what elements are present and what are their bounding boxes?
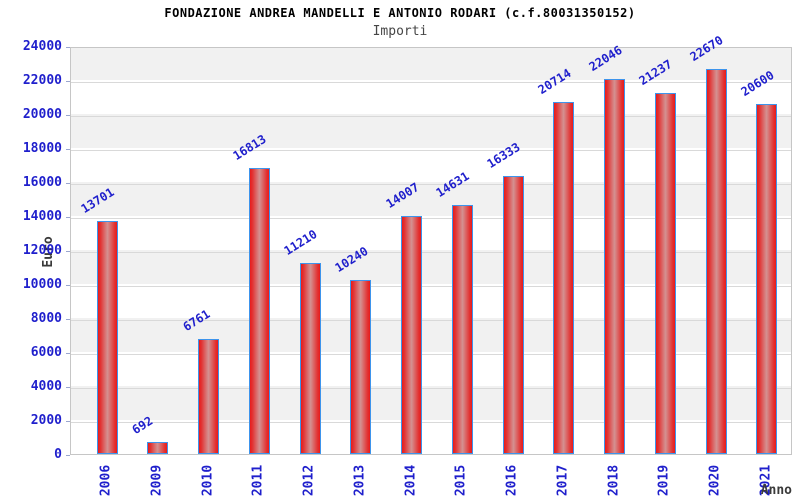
y-tick-label: 16000	[22, 175, 62, 190]
y-tick-mark	[66, 455, 70, 456]
chart-subtitle: Importi	[372, 24, 428, 39]
gridline	[71, 422, 791, 423]
x-tick-label: 2019	[656, 464, 672, 497]
x-tick-label: 2018	[606, 464, 621, 497]
bar-2013	[350, 280, 372, 454]
gridline	[71, 218, 791, 219]
bar-value-label: 11210	[281, 226, 320, 258]
x-tick-label: 2011	[250, 464, 266, 497]
y-tick-label: 24000	[22, 39, 62, 54]
x-tick-label: 2009	[149, 464, 165, 497]
chart-title: FONDAZIONE ANDREA MANDELLI E ANTONIO ROD…	[164, 6, 636, 20]
y-tick-mark	[66, 149, 70, 150]
x-tick-label: 2016	[504, 464, 520, 497]
bar-2006	[96, 221, 118, 454]
bar-2016	[502, 176, 524, 454]
y-tick-label: 2000	[30, 413, 62, 428]
bar-2009	[147, 442, 169, 454]
bar-value-label: 16813	[230, 131, 269, 163]
bar-value-label: 692	[129, 413, 156, 437]
bar-value-label: 16333	[484, 139, 523, 171]
gridline	[71, 116, 791, 117]
y-tick-mark	[66, 319, 70, 320]
y-tick-label: 18000	[22, 141, 62, 156]
gridline	[71, 388, 791, 389]
y-tick-label: 14000	[22, 209, 62, 224]
bar-value-label: 22046	[586, 42, 625, 74]
gridline	[71, 150, 791, 151]
x-tick-label: 2020	[707, 464, 723, 497]
x-tick-label: 2017	[555, 464, 571, 497]
y-tick-label: 0	[54, 447, 62, 462]
y-tick-mark	[66, 353, 70, 354]
x-tick-label: 2015	[453, 464, 469, 497]
y-tick-mark	[66, 421, 70, 422]
bar-2020	[705, 69, 727, 454]
y-tick-label: 22000	[22, 73, 62, 88]
y-tick-label: 12000	[22, 243, 62, 258]
bar-2011	[248, 168, 270, 454]
y-tick-mark	[66, 285, 70, 286]
y-tick-label: 20000	[22, 107, 62, 122]
y-tick-label: 10000	[22, 277, 62, 292]
y-tick-mark	[66, 183, 70, 184]
bar-value-label: 10240	[332, 243, 371, 275]
y-tick-mark	[66, 217, 70, 218]
bar-2014	[401, 216, 422, 454]
x-tick-label: 2012	[301, 464, 317, 497]
gridline	[71, 354, 791, 355]
gridline	[71, 184, 791, 185]
bar-2018	[604, 79, 625, 454]
x-tick-label: 2013	[352, 464, 368, 497]
y-tick-label: 4000	[30, 379, 62, 394]
bar-value-label: 20714	[535, 65, 574, 97]
gridline	[71, 320, 791, 321]
bar-value-label: 21237	[636, 56, 675, 88]
y-tick-mark	[66, 387, 70, 388]
bar-value-label: 6761	[180, 306, 213, 334]
y-tick-mark	[66, 81, 70, 82]
gridline	[71, 286, 791, 287]
bar-value-label: 20600	[738, 67, 777, 99]
gridline	[71, 252, 791, 253]
bar-2017	[553, 102, 575, 454]
bar-2021	[756, 104, 778, 454]
bar-2019	[654, 93, 676, 454]
y-tick-label: 6000	[30, 345, 62, 360]
bar-2015	[451, 205, 473, 454]
x-axis-title: Anno	[760, 483, 792, 498]
bar-value-label: 13701	[78, 184, 117, 216]
bar-2010	[198, 339, 219, 454]
x-tick-label: 2010	[200, 464, 215, 497]
x-tick-label: 2006	[98, 464, 114, 497]
gridline	[71, 82, 791, 83]
plot-area: 13701 692 6761 16813 11210 10240 14007 14631 163…	[70, 33, 792, 455]
y-tick-mark	[66, 251, 70, 252]
y-tick-mark	[66, 47, 70, 48]
y-tick-label: 8000	[30, 311, 62, 326]
bar-2012	[299, 263, 321, 454]
y-tick-mark	[66, 115, 70, 116]
x-tick-label: 2014	[403, 464, 418, 497]
